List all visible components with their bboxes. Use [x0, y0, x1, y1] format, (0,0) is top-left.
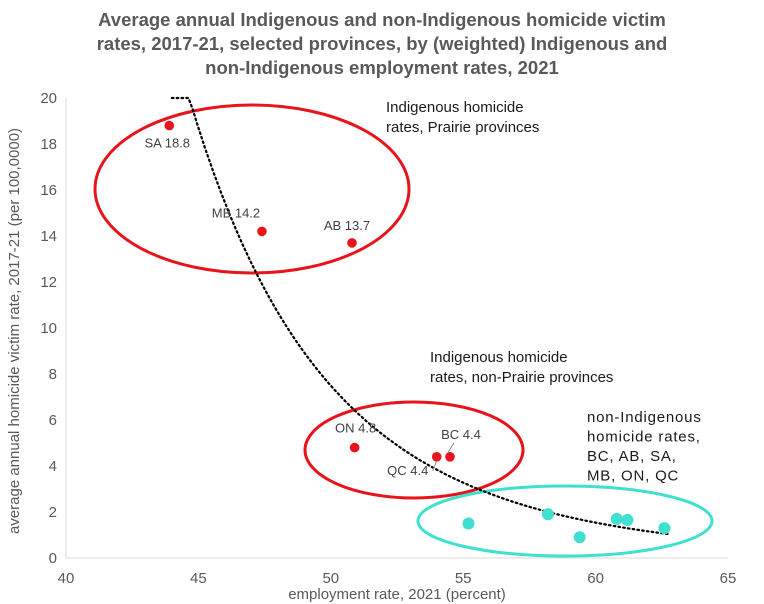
- annotation-line: homicide rates,: [587, 429, 701, 446]
- x-tick-label: 60: [587, 570, 604, 587]
- y-tick-label: 12: [40, 274, 57, 291]
- y-tick-label: 6: [49, 412, 57, 429]
- data-label: SA 18.8: [144, 136, 190, 151]
- y-tick-label: 10: [40, 320, 57, 337]
- non-indigenous-point-3: [573, 531, 586, 544]
- annotation-line: Indigenous homicide: [430, 349, 568, 366]
- x-tick-label: 55: [455, 570, 472, 587]
- indigenous-point-1: [164, 120, 175, 131]
- x-tick-label: 45: [190, 570, 207, 587]
- non-indigenous-point-4: [610, 512, 623, 525]
- trendline: [170, 96, 671, 536]
- annotation-1: Indigenous homicide rates, Prairie provin…: [386, 99, 539, 136]
- x-tick-label: 40: [58, 570, 75, 587]
- y-axis-label: average annual homicide victim rate, 201…: [6, 128, 23, 534]
- annotation-2: Indigenous homicide rates, non-Prairie pr…: [430, 349, 613, 386]
- indigenous-point-3: [347, 238, 357, 248]
- indigenous-point-2: [257, 226, 267, 237]
- chart-title: Average annual Indigenous and non-Indige…: [0, 8, 764, 80]
- chart-title-line-1: Average annual Indigenous and non-Indige…: [98, 9, 666, 30]
- non-indigenous-point-2: [541, 508, 554, 521]
- y-tick-label: 0: [49, 550, 57, 567]
- indigenous-point-5: [431, 452, 442, 462]
- y-tick-label: 4: [49, 458, 57, 475]
- annotation-line: BC, AB, SA,: [587, 448, 677, 465]
- y-tick-label: 16: [40, 182, 57, 199]
- non-indigenous-point-6: [658, 522, 671, 535]
- ellipse-non-indigenous: [416, 484, 714, 558]
- annotation-line: rates, Prairie provinces: [386, 119, 539, 136]
- annotation-line: MB, ON, QC: [587, 468, 679, 485]
- data-label: ON 4.8: [335, 421, 376, 436]
- group-ellipses: [93, 103, 714, 558]
- non-indigenous-point-1: [462, 517, 475, 530]
- chart-title-line-2: rates, 2017-21, selected provinces, by (…: [96, 33, 668, 54]
- y-tick-label: 18: [40, 136, 57, 153]
- annotation-line: Indigenous homicide: [386, 99, 524, 116]
- y-tick-label: 14: [40, 228, 57, 245]
- y-tick-label: 20: [40, 90, 57, 107]
- x-tick-label: 50: [322, 570, 339, 587]
- annotations: Indigenous homicide rates, Prairie provin…: [386, 99, 702, 485]
- chart-title-line-3: non-Indigenous employment rates, 2021: [205, 57, 559, 78]
- annotation-line: non-Indigenous: [587, 409, 702, 426]
- ellipse-prairie: [93, 103, 411, 275]
- data-points: [164, 120, 671, 544]
- leader-line-qc: [432, 460, 438, 471]
- y-tick-labels: 0 2 4 6 8 10 12 14 16 18 20: [40, 90, 57, 567]
- non-indigenous-point-5: [621, 514, 634, 527]
- annotation-line: rates, non-Prairie provinces: [430, 369, 613, 386]
- data-label: AB 13.7: [324, 218, 370, 233]
- indigenous-point-4: [349, 442, 360, 453]
- y-tick-label: 2: [49, 504, 57, 521]
- data-label: BC 4.4: [441, 427, 481, 442]
- data-label: MB 14.2: [212, 205, 260, 220]
- annotation-3: non-Indigenous homicide rates, BC, AB, SA,…: [587, 409, 702, 485]
- x-tick-label: 65: [720, 570, 737, 587]
- x-tick-labels: 40 45 50 55 60 65: [58, 570, 737, 587]
- data-labels: SA 18.8 MB 14.2 AB 13.7 ON 4.8 QC 4.4 BC 4.4: [144, 136, 480, 478]
- indigenous-point-6: [445, 452, 455, 462]
- data-label: QC 4.4: [387, 463, 428, 478]
- leader-line-bc: [447, 442, 455, 454]
- y-tick-label: 8: [49, 366, 57, 383]
- x-axis-label: employment rate, 2021 (percent): [288, 586, 506, 603]
- ellipse-non-prairie: [303, 400, 525, 500]
